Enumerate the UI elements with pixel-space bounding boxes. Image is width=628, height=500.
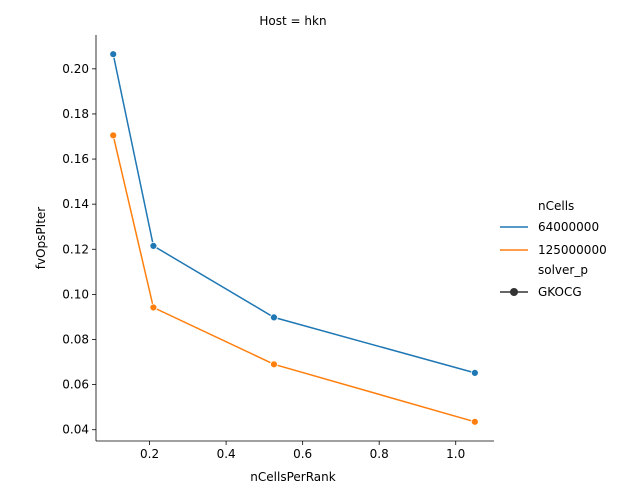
y-tick-label: 0.14 [62, 197, 89, 211]
plot-area [109, 50, 479, 426]
legend-hue-title: nCells [538, 199, 574, 213]
data-point [470, 368, 479, 377]
data-point [270, 313, 278, 322]
series-line-0 [112, 54, 476, 374]
y-tick-label: 0.20 [62, 62, 89, 76]
data-point [149, 241, 158, 250]
legend-label-1: 125000000 [538, 243, 607, 257]
legend-style-marker [510, 288, 518, 296]
y-tick-label: 0.08 [62, 333, 89, 347]
series-line-1 [112, 135, 476, 423]
y-tick-label: 0.12 [62, 242, 89, 256]
data-point [109, 50, 118, 59]
x-tick-label: 0.2 [140, 447, 159, 461]
x-tick-label: 0.4 [217, 447, 236, 461]
x-tick-label: 0.6 [293, 447, 312, 461]
data-point [109, 131, 118, 140]
legend-label-0: 64000000 [538, 220, 599, 234]
legend-style-entry: GKOCG [538, 285, 582, 299]
y-tick-label: 0.04 [62, 423, 89, 437]
y-tick-label: 0.10 [62, 287, 89, 301]
chart-title: Host = hkn [259, 14, 326, 28]
y-tick-label: 0.18 [62, 107, 89, 121]
x-tick-label: 1.0 [446, 447, 465, 461]
y-tick-label: 0.06 [62, 378, 89, 392]
y-axis-label: fvOpsPIter [34, 207, 48, 270]
x-tick-label: 0.8 [370, 447, 389, 461]
legend: nCells 64000000 125000000 solver_p GKOCG [500, 199, 607, 299]
x-axis: 0.2 0.4 0.6 0.8 1.0 [96, 440, 494, 461]
legend-style-title: solver_p [538, 263, 588, 277]
y-axis: 0.04 0.06 0.08 0.10 0.12 0.14 0.16 0.18 0.20 [62, 35, 97, 441]
y-tick-label: 0.16 [62, 152, 89, 166]
data-point [149, 303, 158, 312]
data-point [470, 417, 479, 426]
data-point [270, 360, 278, 369]
x-axis-label: nCellsPerRank [250, 470, 335, 484]
